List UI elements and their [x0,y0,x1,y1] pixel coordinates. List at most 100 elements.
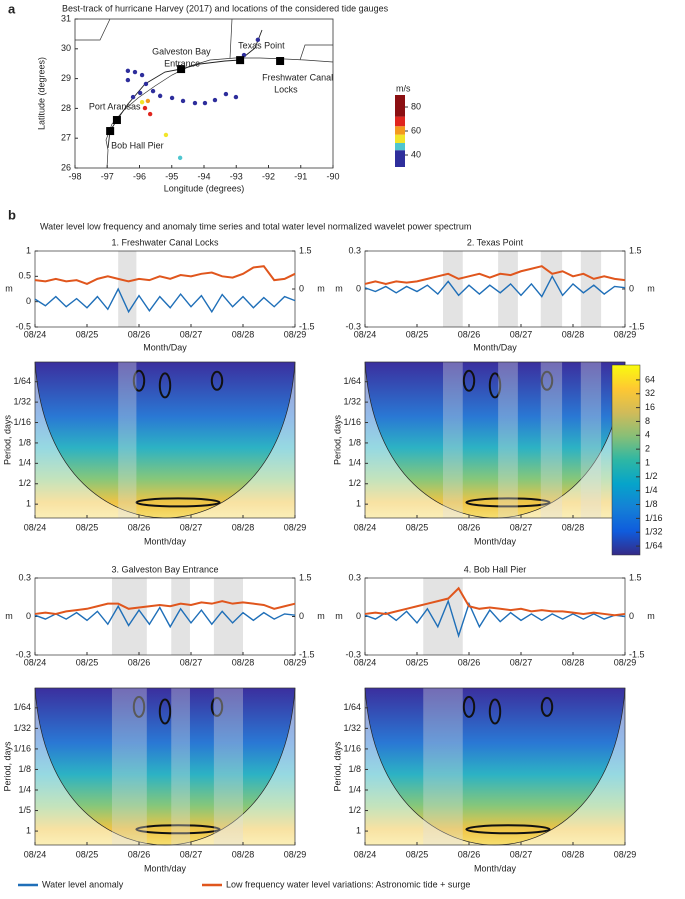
colorbar-tick-label: 4 [645,430,650,440]
y-tick-label: 0.5 [18,271,31,281]
y-tick-label: 1 [26,499,31,509]
colorbar-tick-label: 1 [645,457,650,467]
x-tick-label: -90 [326,171,339,181]
y-tick-label: 1/8 [18,437,31,447]
axes-box [34,361,296,519]
track-point [212,97,218,103]
x-tick-label: 08/25 [406,522,429,532]
panel-title: 3. Galveston Bay Entrance [111,564,218,574]
y-tick-label: 27 [61,133,71,143]
y-axis-label: Period, days [332,414,342,465]
event-band [118,251,137,327]
y-axis-label: m [335,611,343,621]
y-tick-label: 1/32 [13,396,31,406]
x-tick-label: -93 [230,171,243,181]
y-tick-label: 1/64 [13,702,31,712]
y-tick-label: 1/8 [348,764,361,774]
x-tick-label: 08/27 [510,329,533,339]
y2-tick-label: 1.5 [299,572,312,582]
x-tick-label: 08/26 [458,657,481,667]
x-tick-label: 08/27 [180,522,203,532]
x-tick-label: 08/26 [128,849,151,859]
y-tick-label: 1 [356,825,361,835]
x-tick-label: 08/26 [458,849,481,859]
significance-contour [488,698,502,725]
x-tick-label: 08/29 [284,329,307,339]
track-point [163,132,169,138]
x-tick-label: 08/27 [510,849,533,859]
series-line [364,265,626,285]
y-tick-label: 1 [26,825,31,835]
y-tick-label: 1/32 [13,723,31,733]
x-axis-label: Month/day [474,863,517,873]
x-tick-label: 08/28 [232,849,255,859]
y-tick-label: 0 [26,296,31,306]
y-tick-label: 0 [356,283,361,293]
colorbar-tick-label: 1/4 [645,485,658,495]
gauge-label: Freshwater Canal [262,72,333,82]
y2-tick-label: -1.5 [629,321,645,331]
x-tick-label: 08/26 [458,522,481,532]
x-tick-label: 08/25 [406,329,429,339]
x-tick-label: 08/25 [76,657,99,667]
x-tick-label: 08/24 [354,522,377,532]
event-band [213,688,243,845]
legend-label: Low frequency water level variations: As… [226,879,470,889]
x-tick-label: 08/29 [284,849,307,859]
tide-gauge [112,116,121,125]
y-tick-label: 1/2 [18,478,31,488]
y-tick-label: 1/4 [18,458,31,468]
y-tick-label: -0.3 [15,649,31,659]
y-tick-label: 1/16 [343,743,361,753]
gauge-label: Texas Point [238,40,285,50]
track-point [223,91,229,97]
track-point [147,111,153,117]
y-tick-label: 1/2 [348,478,361,488]
x-tick-label: 08/25 [406,657,429,667]
x-tick-label: -97 [101,171,114,181]
track-point [125,68,131,74]
series-line [364,586,626,617]
x-axis-label: Month/day [474,536,517,546]
y-axis-label: Period, days [332,741,342,792]
y2-tick-label: 0 [299,283,304,293]
event-band [443,251,463,327]
x-tick-label: 08/27 [180,849,203,859]
x-tick-label: 08/24 [354,849,377,859]
x-tick-label: 08/28 [232,329,255,339]
x-tick-label: -95 [165,171,178,181]
x-tick-label: -92 [262,171,275,181]
y-tick-label: 1/4 [348,458,361,468]
cone-outside [35,688,295,845]
event-band [111,578,147,655]
colorbar-title: m/s [396,83,411,93]
x-tick-label: -96 [133,171,146,181]
track-point [255,37,261,43]
x-tick-label: 08/28 [562,522,585,532]
y-tick-label: 1/32 [343,396,361,406]
tide-gauge [276,57,285,66]
significance-contour [132,695,146,718]
event-band [171,578,190,655]
series-line [34,604,296,629]
axes-box [34,687,296,846]
series-line [34,287,296,314]
y-tick-label: 1 [26,245,31,255]
y-tick-label: 1/16 [13,417,31,427]
colorbar-tick-label: 1/16 [645,513,663,523]
y-tick-label: -0.5 [15,321,31,331]
y-tick-label: 1/64 [343,376,361,386]
legend-label: Water level anomaly [42,879,124,889]
track-point [192,100,198,106]
y-tick-label: 1/16 [13,743,31,753]
y-axis-label: Period, days [2,741,12,792]
track-point [145,98,151,104]
axes-box [34,250,296,328]
colorbar-tick-label: 80 [411,101,421,111]
y2-tick-label: 1.5 [299,245,312,255]
y-tick-label: 1/16 [343,417,361,427]
y2-tick-label: 0 [629,611,634,621]
x-tick-label: 08/26 [458,329,481,339]
axes-box [364,687,626,846]
significance-contour [210,370,224,391]
